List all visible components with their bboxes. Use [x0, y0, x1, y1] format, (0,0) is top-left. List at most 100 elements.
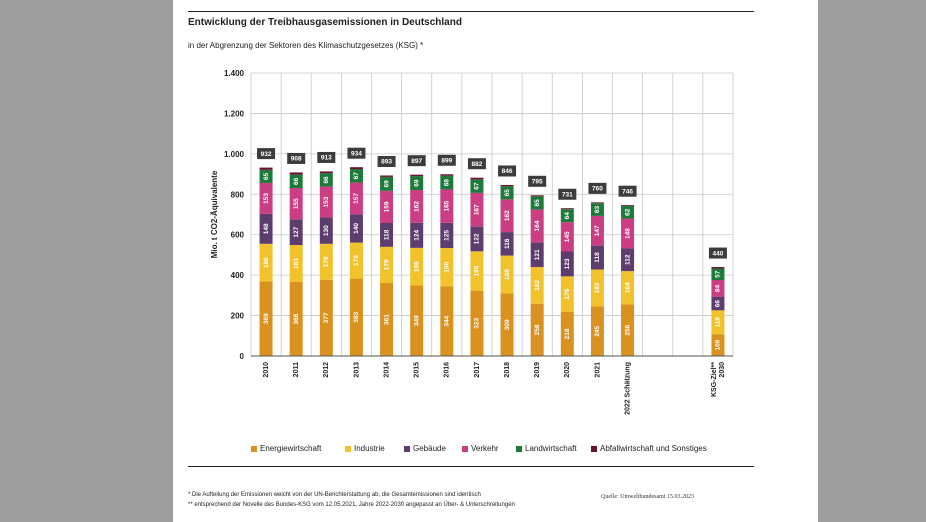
bar-segment	[560, 251, 574, 277]
x-tick-label: KSG-Ziel**	[711, 362, 718, 397]
data-label: 245	[594, 325, 601, 336]
data-label: 65	[534, 199, 541, 207]
total-label-box	[467, 158, 486, 170]
bar-segment	[470, 251, 484, 291]
legend-swatch	[462, 445, 468, 452]
y-tick-label: 0	[240, 352, 245, 361]
total-label-box	[407, 155, 426, 167]
legend-swatch	[404, 445, 410, 452]
bar-segment	[410, 247, 424, 286]
x-tick-label: 2018	[504, 362, 511, 378]
bar-segment	[500, 255, 514, 294]
data-label: 118	[383, 229, 390, 240]
bottom-rule	[188, 466, 754, 467]
total-label: 882	[472, 161, 483, 168]
total-label-box	[618, 185, 637, 197]
bar-segment	[440, 189, 454, 223]
x-tick-label: 2013	[353, 362, 360, 378]
x-tick-label: 2014	[383, 362, 390, 378]
y-tick-label: 1.400	[224, 69, 245, 78]
data-label: 65	[504, 189, 511, 197]
data-label: 116	[504, 238, 511, 249]
bar-segment	[530, 303, 544, 356]
bar-segment	[621, 206, 635, 219]
chart-subtitle: in der Abgrenzung der Sektoren des Klima…	[188, 41, 424, 50]
total-label-box	[588, 182, 607, 194]
bar-segment	[590, 306, 604, 356]
x-tick-label: 2020	[564, 362, 571, 378]
data-label: 178	[323, 256, 330, 267]
total-label: 908	[291, 156, 302, 163]
total-label-box	[558, 188, 577, 200]
data-label: 176	[564, 288, 571, 299]
x-tick-label: 2019	[534, 362, 541, 378]
data-label: 69	[413, 179, 420, 187]
bar-segment	[380, 283, 394, 356]
legend-item: Gebäude	[404, 444, 446, 453]
bar-segment	[319, 243, 333, 280]
data-label: 118	[594, 252, 601, 263]
data-label: 66	[323, 176, 330, 184]
data-label: 155	[293, 198, 300, 209]
legend-item: Verkehr	[462, 444, 499, 453]
bar-segment	[319, 173, 333, 187]
data-label: 256	[624, 324, 631, 335]
data-label: 112	[624, 254, 631, 265]
legend-swatch	[591, 445, 597, 452]
bar-segment	[530, 195, 544, 197]
total-label-box	[708, 247, 727, 259]
bar-segment	[530, 242, 544, 268]
y-axis-label: Mio. t CO2-Äquivalente	[210, 170, 219, 258]
bar-segment	[621, 248, 635, 272]
legend-label: Verkehr	[471, 444, 499, 453]
total-label-box	[377, 155, 396, 167]
bar-segment	[560, 311, 574, 356]
bar-segment	[289, 188, 303, 220]
total-label: 440	[713, 250, 724, 257]
x-tick-label: 2012	[323, 362, 330, 378]
data-label: 178	[353, 255, 360, 266]
total-label: 731	[562, 191, 573, 198]
y-tick-label: 1.200	[224, 109, 245, 118]
data-label: 167	[474, 204, 481, 215]
bar-segment	[319, 279, 333, 356]
bar-segment	[440, 248, 454, 287]
data-label: 157	[353, 193, 360, 204]
total-label: 932	[261, 151, 272, 158]
total-label-box	[317, 151, 336, 163]
bar-segment	[440, 174, 454, 176]
data-label: 68	[444, 179, 451, 187]
bar-segment	[621, 271, 635, 305]
data-label: 153	[323, 196, 330, 207]
x-tick-label: 2022 Schätzung	[624, 362, 631, 415]
data-label: 183	[293, 258, 300, 269]
data-label: 65	[263, 172, 270, 180]
x-tick-label: 2010	[263, 362, 270, 378]
data-label: 188	[504, 269, 511, 280]
bar-segment	[590, 202, 604, 204]
data-label: 179	[383, 259, 390, 270]
footnote-2: ** entsprechend der Novelle des Bundes-K…	[188, 502, 515, 508]
legend-item: Abfallwirtschaft und Sonstiges	[591, 444, 707, 453]
legend-label: Gebäude	[413, 444, 446, 453]
x-tick-label: 2021	[594, 362, 601, 378]
bar-segment	[259, 182, 273, 214]
data-label: 122	[474, 233, 481, 244]
total-label: 934	[351, 150, 362, 157]
legend-label: Industrie	[354, 444, 385, 453]
total-label: 795	[532, 179, 543, 186]
bar-segment	[590, 245, 604, 270]
bar-segment	[319, 217, 333, 244]
bar-segment	[380, 175, 394, 177]
total-label-box	[287, 152, 306, 164]
data-label: 165	[444, 200, 451, 211]
data-label: 159	[383, 201, 390, 212]
y-tick-label: 200	[231, 312, 245, 321]
data-label: 183	[594, 282, 601, 293]
data-label: 361	[383, 314, 390, 325]
data-label: 190	[444, 261, 451, 272]
bar-segment	[349, 169, 363, 183]
total-label: 897	[411, 158, 422, 165]
footnote-1: * Die Aufteilung der Emissionen weicht v…	[188, 492, 481, 498]
data-label: 148	[263, 223, 270, 234]
